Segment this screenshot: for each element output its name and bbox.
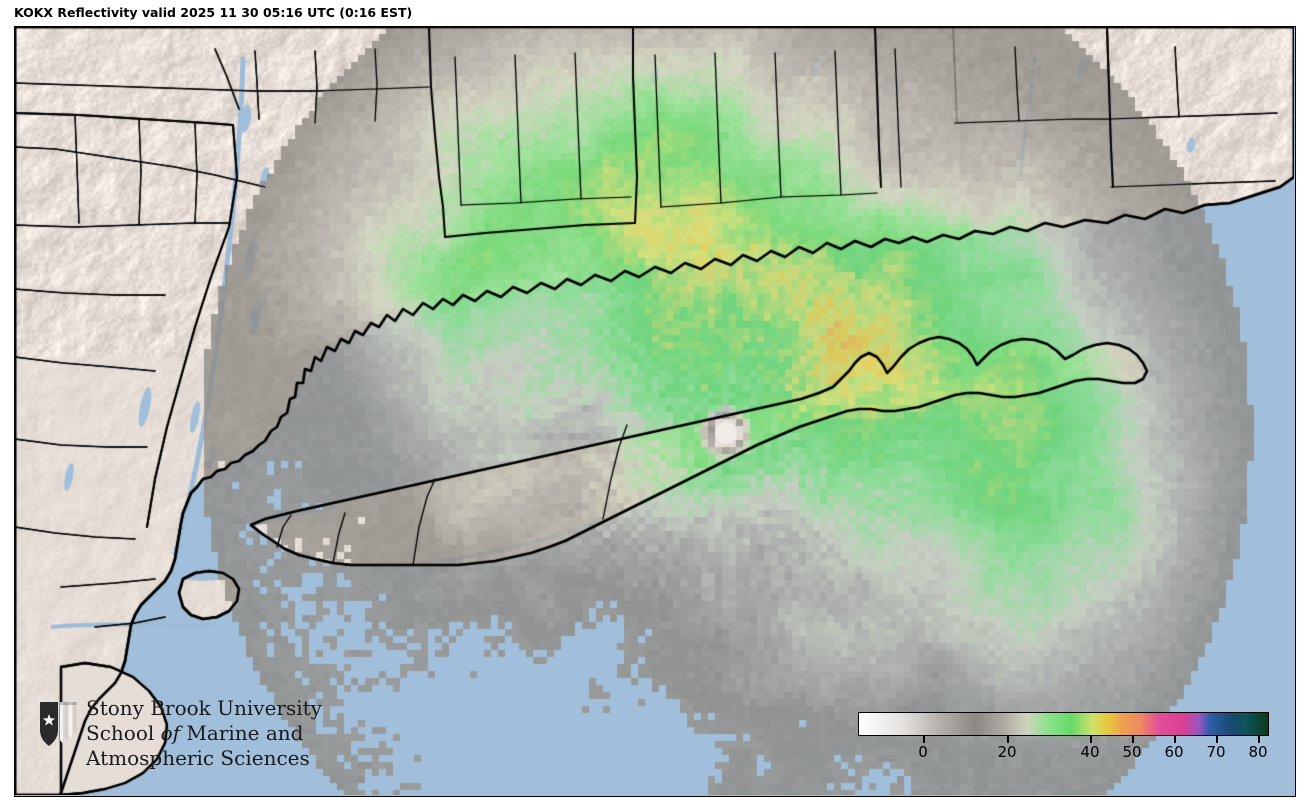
colorbar-gradient	[859, 713, 1268, 735]
colorbar-tick	[1174, 736, 1176, 743]
colorbar-tick-label: 40	[1080, 743, 1100, 761]
colorbar-tick	[1090, 736, 1092, 743]
radar-map-canvas[interactable]	[15, 27, 1294, 795]
colorbar-tick	[1132, 736, 1134, 743]
stony-brook-logo: Stony Brook University School of Marine …	[30, 696, 322, 788]
logo-line-3: Atmospheric Sciences	[86, 746, 310, 770]
map-frame[interactable]	[14, 26, 1296, 797]
logo-line-2a: School	[86, 721, 161, 745]
colorbar-box	[858, 712, 1269, 736]
colorbar-tick-label: 70	[1206, 743, 1226, 761]
colorbar-tick	[1007, 736, 1009, 743]
colorbar-tick-label: 50	[1122, 743, 1142, 761]
title-bar: KOKX Reflectivity valid 2025 11 30 05:16…	[14, 4, 1296, 24]
colorbar-tick-label: 0	[918, 743, 928, 761]
colorbar-tick	[1258, 736, 1260, 743]
shield-icon	[40, 702, 77, 746]
logo-line-2b: Marine and	[180, 721, 304, 745]
colorbar-tick-label: 60	[1164, 743, 1184, 761]
reflectivity-colorbar: 0 20 40 50 60 70 80	[858, 712, 1283, 768]
colorbar-tick-label: 80	[1248, 743, 1268, 761]
logo-line-1: Stony Brook University	[86, 696, 322, 720]
colorbar-tick	[923, 736, 925, 743]
page-title: KOKX Reflectivity valid 2025 11 30 05:16…	[14, 5, 413, 20]
logo-line-2-em: of	[160, 721, 181, 745]
colorbar-tick	[1216, 736, 1218, 743]
colorbar-tick-label: 20	[997, 743, 1017, 761]
logo-text: Stony Brook University School of Marine …	[86, 696, 326, 771]
logo-line-2: School of Marine and	[86, 721, 326, 746]
